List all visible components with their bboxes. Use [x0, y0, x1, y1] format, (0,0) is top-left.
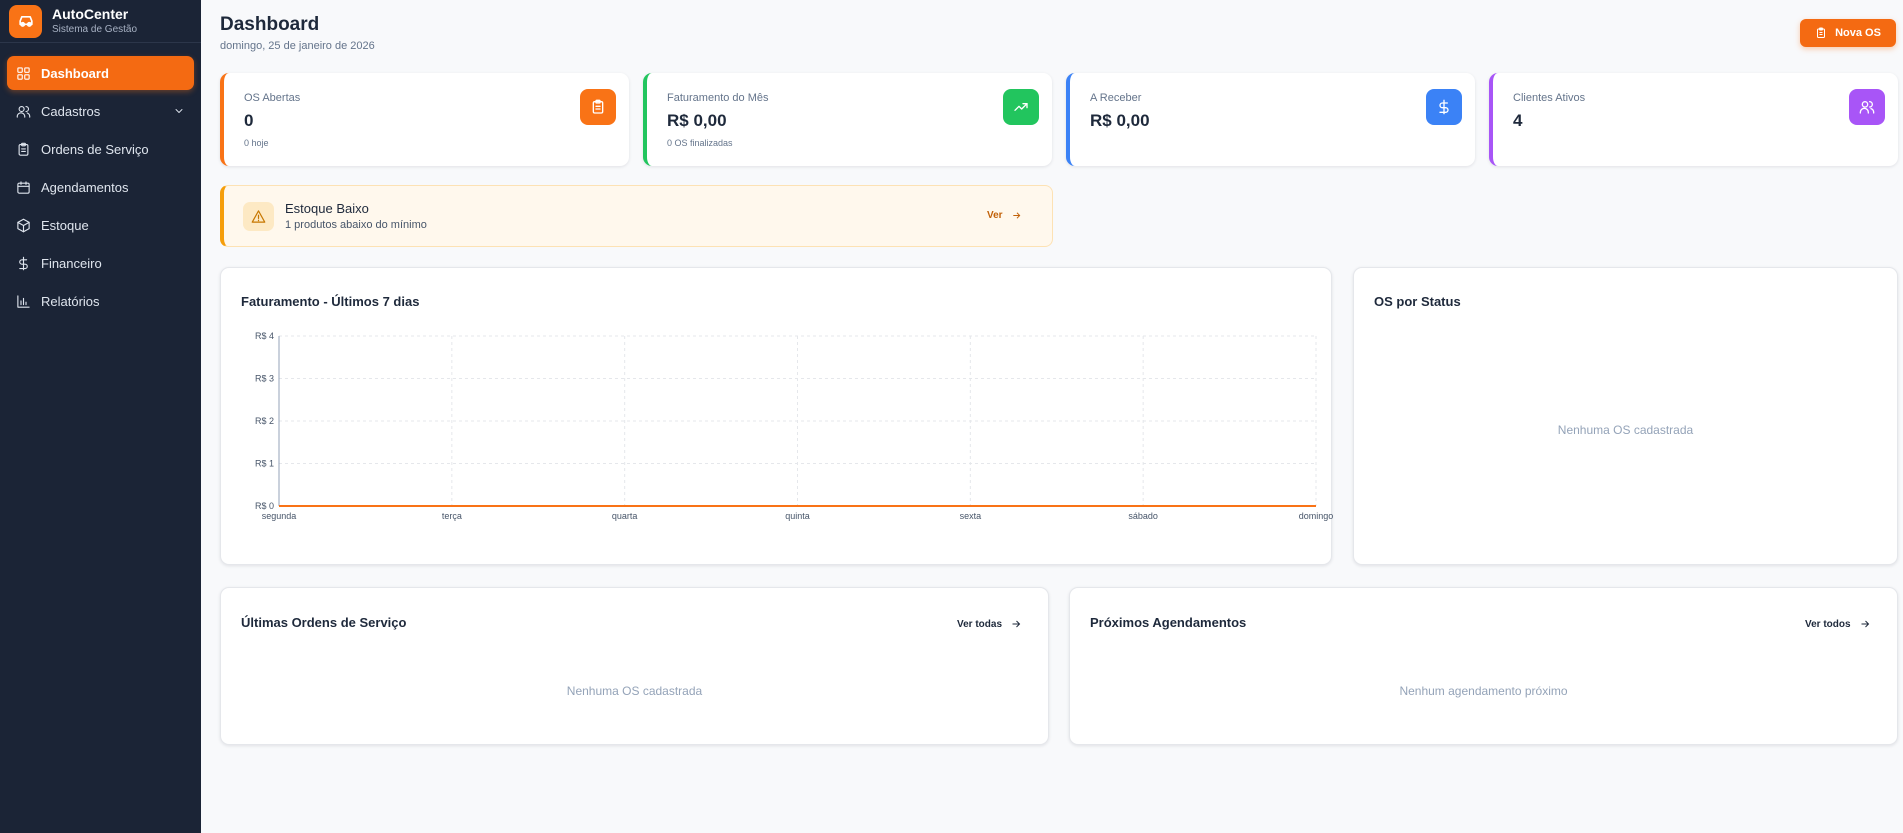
package-icon	[17, 218, 30, 232]
stat-card-a-receber: A Receber R$ 0,00	[1066, 73, 1475, 166]
sidebar-nav: Dashboard Cadastros Ordens de Serviço Ag…	[0, 43, 201, 318]
orders-panel: Últimas Ordens de Serviço Ver todas Nenh…	[220, 587, 1049, 745]
dollar-icon	[1426, 89, 1462, 125]
sidebar-item-label: Cadastros	[41, 103, 101, 119]
car-icon	[9, 4, 42, 38]
grid-icon	[17, 66, 30, 80]
sidebar-item-estoque[interactable]: Estoque	[7, 208, 194, 242]
alert-link-label: Ver	[987, 210, 1003, 221]
chart-y-tick-label: R$ 4	[255, 331, 274, 341]
warning-icon	[243, 202, 274, 231]
stat-card-clientes: Clientes Ativos 4	[1489, 73, 1898, 166]
brand: AutoCenter Sistema de Gestão	[0, 0, 201, 43]
chart-x-tick-label: segunda	[262, 511, 297, 521]
stat-value: 0	[244, 111, 254, 130]
sidebar: AutoCenter Sistema de Gestão Dashboard C…	[0, 0, 201, 833]
chart-x-tick-label: sexta	[960, 511, 982, 521]
view-all-orders-link[interactable]: Ver todas	[957, 618, 1022, 630]
sidebar-item-label: Estoque	[41, 217, 89, 233]
chevron-down-icon	[175, 109, 183, 113]
arrow-right-icon	[1012, 212, 1020, 219]
stat-label: OS Abertas	[244, 92, 301, 104]
sidebar-item-dashboard[interactable]: Dashboard	[7, 56, 194, 90]
calendar-icon	[17, 180, 30, 194]
sidebar-item-financeiro[interactable]: Financeiro	[7, 246, 194, 280]
chart-y-tick-label: R$ 3	[255, 374, 274, 384]
sidebar-item-label: Financeiro	[41, 255, 102, 271]
stat-label: Faturamento do Mês	[667, 92, 769, 104]
new-os-label: Nova OS	[1835, 27, 1881, 39]
page-title: Dashboard	[220, 14, 320, 35]
stat-card-os-abertas: OS Abertas 0 0 hoje	[220, 73, 629, 166]
sidebar-item-ordens[interactable]: Ordens de Serviço	[7, 132, 194, 166]
sidebar-item-relatorios[interactable]: Relatórios	[7, 284, 194, 318]
dollar-icon	[19, 256, 28, 270]
sidebar-item-label: Agendamentos	[41, 179, 129, 195]
chart-x-tick-label: quarta	[612, 511, 638, 521]
chart-y-tick-label: R$ 2	[255, 416, 274, 426]
appointments-panel: Próximos Agendamentos Ver todos Nenhum a…	[1069, 587, 1898, 745]
sidebar-item-cadastros[interactable]: Cadastros	[7, 94, 194, 128]
stat-card-faturamento: Faturamento do Mês R$ 0,00 0 OS finaliza…	[643, 73, 1052, 166]
view-all-appointments-link[interactable]: Ver todos	[1805, 618, 1871, 630]
sidebar-item-label: Ordens de Serviço	[41, 141, 149, 157]
bar-chart-icon	[17, 294, 30, 308]
arrow-right-icon	[1012, 620, 1021, 628]
alert-title: Estoque Baixo	[285, 201, 369, 216]
alert-message: 1 produtos abaixo do mínimo	[285, 219, 427, 231]
chart-x-tick-label: sábado	[1128, 511, 1158, 521]
panel-title: Faturamento - Últimos 7 dias	[241, 294, 420, 309]
panel-title: Próximos Agendamentos	[1090, 615, 1247, 630]
page-date: domingo, 25 de janeiro de 2026	[220, 40, 375, 52]
chart-y-tick-label: R$ 1	[255, 459, 274, 469]
users-icon	[16, 105, 31, 118]
stat-sub: 0 OS finalizadas	[667, 138, 733, 148]
new-os-button[interactable]: Nova OS	[1800, 19, 1896, 47]
stat-value: 4	[1513, 111, 1523, 130]
brand-subtitle: Sistema de Gestão	[52, 24, 138, 36]
status-panel: OS por Status Nenhuma OS cadastrada	[1353, 267, 1898, 565]
sidebar-item-label: Relatórios	[41, 293, 100, 309]
stat-value: R$ 0,00	[1090, 111, 1150, 130]
link-label: Ver todos	[1805, 618, 1851, 630]
sidebar-item-agendamentos[interactable]: Agendamentos	[7, 170, 194, 204]
trending-up-icon	[1003, 89, 1039, 125]
chart-x-tick-label: domingo	[1299, 511, 1333, 521]
stat-label: A Receber	[1090, 92, 1142, 104]
revenue-chart-panel: Faturamento - Últimos 7 dias R$ 0 R$ 1 R$ …	[220, 267, 1333, 565]
revenue-line-chart: R$ 0 R$ 1 R$ 2 R$ 3 R$ 4 segunda terça quarta qu…	[255, 331, 1333, 521]
stat-sub: 0 hoje	[244, 138, 269, 148]
link-label: Ver todas	[957, 618, 1003, 630]
chart-x-tick-label: quinta	[785, 511, 810, 521]
orders-empty-message: Nenhuma OS cadastrada	[566, 684, 703, 698]
appointments-empty-message: Nenhum agendamento próximo	[1399, 684, 1568, 698]
panel-title: Últimas Ordens de Serviço	[241, 615, 407, 630]
arrow-right-icon	[1861, 620, 1869, 628]
clipboard-icon	[1817, 27, 1826, 38]
brand-name: AutoCenter	[52, 5, 129, 22]
users-icon	[1849, 89, 1885, 125]
alert-view-link[interactable]: Ver	[987, 210, 1022, 221]
low-stock-alert: Estoque Baixo 1 produtos abaixo do mínim…	[220, 185, 1053, 247]
clipboard-icon	[580, 89, 616, 125]
stat-label: Clientes Ativos	[1513, 92, 1586, 104]
sidebar-item-label: Dashboard	[41, 65, 109, 81]
status-empty-message: Nenhuma OS cadastrada	[1557, 423, 1694, 437]
chart-x-tick-label: terça	[442, 511, 462, 521]
clipboard-icon	[18, 142, 29, 156]
panel-title: OS por Status	[1374, 294, 1461, 309]
main-content: Dashboard domingo, 25 de janeiro de 2026…	[201, 0, 1903, 833]
chart-y-tick-label: R$ 0	[255, 501, 274, 511]
stat-value: R$ 0,00	[667, 111, 727, 130]
